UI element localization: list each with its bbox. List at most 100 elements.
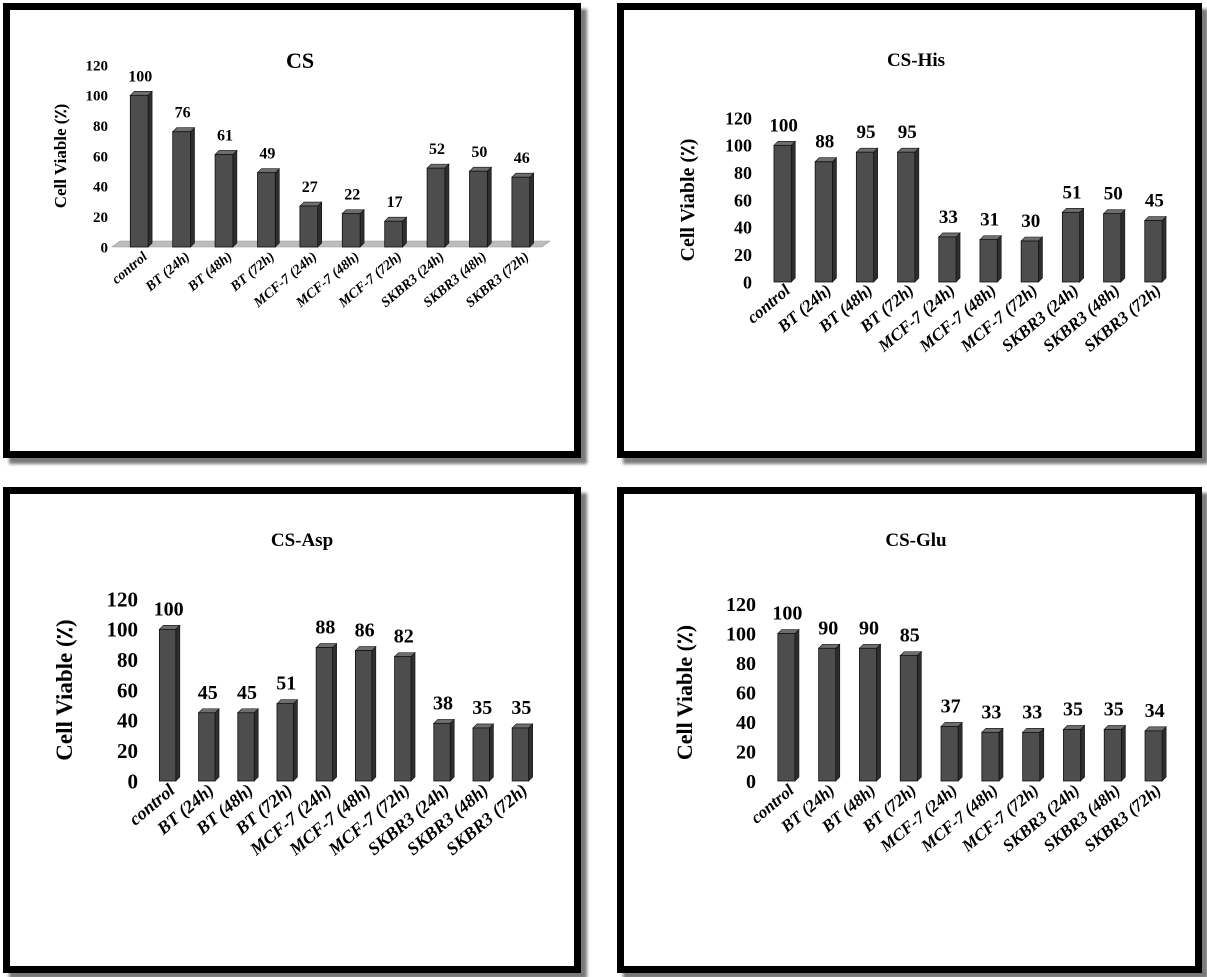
data-label: 30 [1021,211,1040,232]
bar [256,167,281,248]
data-label: 49 [259,146,275,163]
data-label: 100 [154,598,184,620]
bar [1061,207,1085,283]
bar [1102,208,1126,283]
bar [171,127,196,248]
y-tick-label: 80 [734,163,752,183]
y-tick-label: 80 [736,653,756,675]
bar [511,172,535,248]
y-tick-label: 20 [93,210,108,226]
data-label: 76 [175,105,191,122]
data-label: 100 [769,115,798,136]
data-label: 45 [1145,191,1164,212]
chart-title: CS-Asp [271,530,333,551]
bar [855,147,879,283]
bar [979,234,1002,283]
data-label: 88 [315,617,335,639]
data-label: 86 [355,620,375,642]
y-axis-label: Cell Viable (٪) [672,625,697,760]
bar [777,628,800,782]
y-tick-label: 40 [117,709,138,733]
chart-panel-cs-glu: CS-Glu Cell Viable (٪) 0 20 40 60 80 100 120 100 c… [617,487,1202,973]
bar [1020,236,1044,283]
data-label: 31 [980,210,999,231]
chart-title: CS [286,48,314,73]
bar [981,727,1004,782]
data-label: 95 [898,122,917,143]
bar [383,216,408,248]
y-tick-label: 20 [736,742,756,764]
data-label: 46 [514,150,530,167]
y-tick-label: 0 [101,240,109,256]
data-label: 88 [815,132,834,153]
bar [814,157,838,283]
y-tick-label: 120 [86,58,109,74]
bar [197,708,220,782]
y-axis-label: Cell Viable (٪) [52,619,77,760]
y-tick-label: 80 [93,119,108,135]
y-tick-label: 100 [107,618,139,642]
bar [433,718,455,782]
bar [158,624,181,782]
data-label: 35 [1063,698,1083,720]
data-label: 33 [939,207,958,228]
data-label: 52 [429,141,445,158]
bar [896,147,920,283]
y-tick-label: 120 [726,594,756,616]
bar [276,698,299,782]
y-tick-label: 60 [734,190,752,210]
y-tick-label: 0 [128,769,139,793]
data-label: 38 [433,692,453,714]
y-tick-label: 120 [107,587,139,611]
data-label: 33 [981,701,1001,723]
chart-title: CS-His [887,50,945,71]
data-label: 90 [818,617,838,639]
bar [426,163,450,248]
bar [940,721,963,782]
y-tick-label: 60 [93,149,108,165]
bar [938,232,961,283]
data-label: 50 [471,144,487,161]
data-label: 45 [237,682,257,704]
bar [817,643,841,782]
bar [899,650,923,782]
data-label: 85 [900,625,920,647]
y-tick-label: 40 [734,218,752,238]
data-label: 17 [387,194,403,211]
data-label: 61 [217,127,233,144]
data-label: 35 [1104,698,1124,720]
chart-panel-cs: CS Cell Viable (٪) 0 20 40 60 80 100 120 100 contr… [3,3,581,458]
bar [354,645,377,782]
data-label: 90 [859,617,879,639]
y-axis-label: Cell Viable (٪) [51,104,70,209]
data-label: 22 [344,187,360,204]
data-label: 51 [276,673,296,695]
y-tick-label: 60 [736,683,756,705]
y-tick-label: 0 [746,771,756,793]
y-tick-label: 0 [743,272,752,292]
data-label: 45 [198,682,218,704]
bar [858,643,882,782]
chart-title: CS-Glu [885,530,947,551]
y-tick-label: 100 [725,136,752,156]
data-label: 33 [1022,701,1042,723]
y-tick-label: 20 [734,245,752,265]
chart-panel-cs-asp: CS-Asp Cell Viable (٪) 0 20 40 60 80 100 120 100 c… [3,487,581,973]
bar [1062,724,1086,782]
bar [1144,726,1167,782]
y-tick-label: 80 [117,648,138,672]
bar [299,201,323,248]
data-label: 50 [1104,184,1123,205]
y-tick-label: 100 [726,624,756,646]
bar [511,723,534,782]
data-label: 100 [128,68,152,85]
bar [214,149,238,248]
bar [773,140,796,283]
data-label: 27 [302,179,318,196]
bar [341,208,365,248]
bar [1103,724,1127,782]
y-axis-label: Cell Viable (٪) [677,139,699,262]
y-tick-label: 60 [117,678,138,702]
